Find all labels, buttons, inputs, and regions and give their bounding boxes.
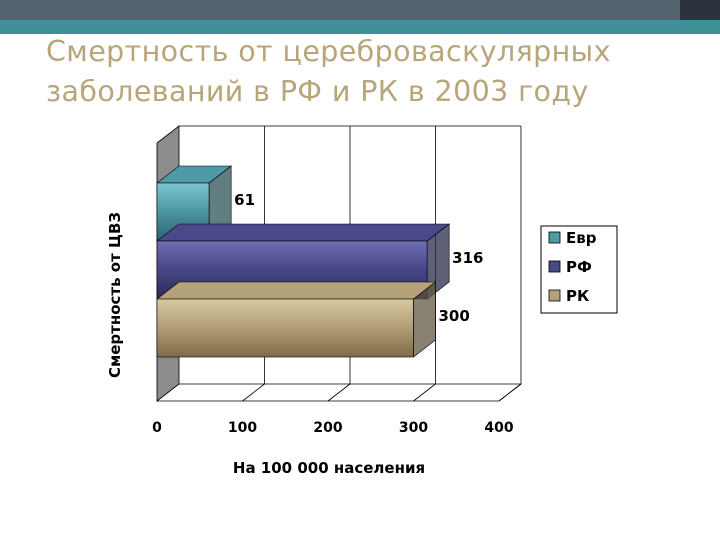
floor-gridline [413,383,436,402]
bar-top-face [156,223,451,242]
bar-value-label: 300 [439,307,470,325]
legend-swatch [548,260,561,273]
header-corner-block [680,0,720,20]
slide-title: Смертность от цереброваскулярных заболев… [46,35,611,108]
bar-3 [156,281,437,358]
x-tick-label: 100 [228,420,257,436]
bar-top-face [156,281,437,300]
bar-end-shade [413,282,436,357]
floor-gridline [498,383,522,402]
header-bar [0,0,720,20]
bar-1 [156,165,233,242]
legend-label: РФ [566,258,592,276]
y-axis-title: Смертность от ЦВЗ [106,212,124,378]
bar-end-face [413,281,436,358]
x-tick-label: 400 [484,420,513,436]
header-accent-strip [0,20,720,34]
x-tick-label: 300 [399,420,428,436]
legend-label: РК [566,287,590,305]
legend-swatch [548,289,561,302]
bar-end-face [426,223,450,300]
bar-value-label: 61 [234,191,255,209]
x-tick-label: 200 [313,420,342,436]
floor-gridline [242,383,265,402]
legend-swatch [548,231,561,244]
floor-gridline [327,383,351,402]
bar-front-face [156,298,414,358]
bar-value-label: 316 [452,249,483,267]
legend-label: Евр [566,229,597,247]
bar-end-shade [427,224,450,299]
bar-end-shade [209,166,232,241]
x-axis-title: На 100 000 населения [233,459,425,477]
x-tick-label: 0 [152,420,162,436]
